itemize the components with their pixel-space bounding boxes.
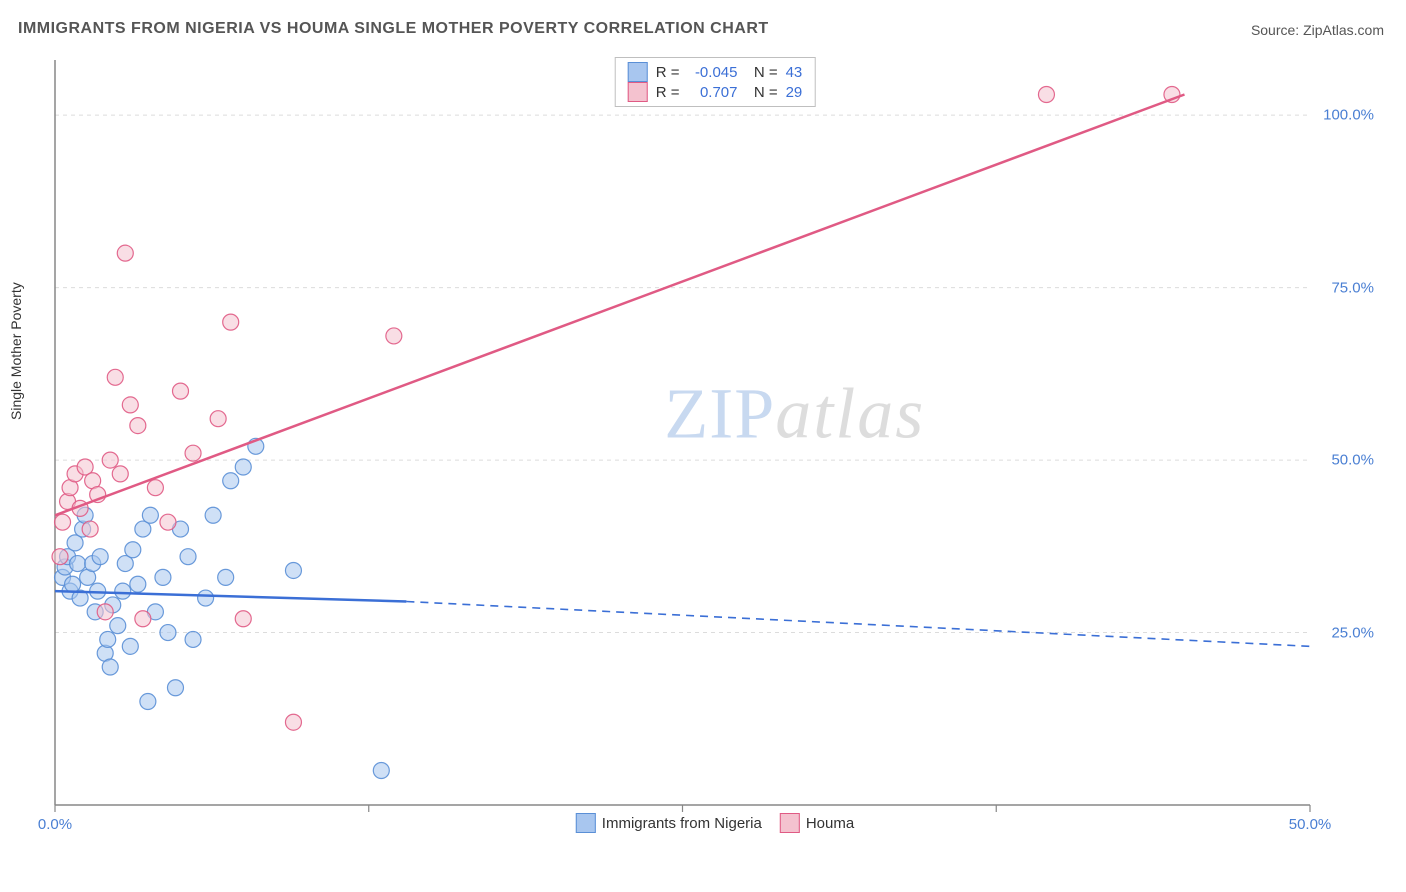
r-label: R = (656, 84, 680, 101)
legend-bottom: Immigrants from Nigeria Houma (576, 813, 854, 833)
legend-top: R = -0.045 N = 43 R = 0.707 N = 29 (615, 57, 816, 107)
y-axis-label: Single Mother Poverty (8, 282, 24, 420)
r-label: R = (656, 64, 680, 81)
legend-top-row-2: R = 0.707 N = 29 (628, 82, 803, 102)
legend-label-nigeria: Immigrants from Nigeria (602, 815, 762, 832)
x-tick-label: 50.0% (1289, 816, 1332, 833)
swatch-houma-bottom (780, 813, 800, 833)
swatch-houma (628, 82, 648, 102)
chart-area: ZIPatlas R = -0.045 N = 43 R = 0.707 N =… (50, 55, 1380, 835)
legend-item-nigeria: Immigrants from Nigeria (576, 813, 762, 833)
n-value-1: 43 (786, 64, 803, 81)
n-value-2: 29 (786, 84, 803, 101)
scatter-chart-svg (50, 55, 1380, 835)
legend-label-houma: Houma (806, 815, 854, 832)
y-tick-label: 25.0% (1331, 624, 1374, 641)
x-tick-label: 0.0% (38, 816, 72, 833)
y-tick-label: 75.0% (1331, 279, 1374, 296)
swatch-nigeria-bottom (576, 813, 596, 833)
swatch-nigeria (628, 62, 648, 82)
n-label: N = (745, 84, 777, 101)
legend-item-houma: Houma (780, 813, 854, 833)
source-label: Source: ZipAtlas.com (1251, 22, 1384, 38)
n-label: N = (745, 64, 777, 81)
y-tick-label: 100.0% (1323, 107, 1374, 124)
r-value-2: 0.707 (687, 84, 737, 101)
chart-title: IMMIGRANTS FROM NIGERIA VS HOUMA SINGLE … (18, 20, 769, 38)
y-tick-label: 50.0% (1331, 452, 1374, 469)
r-value-1: -0.045 (687, 64, 737, 81)
legend-top-row-1: R = -0.045 N = 43 (628, 62, 803, 82)
